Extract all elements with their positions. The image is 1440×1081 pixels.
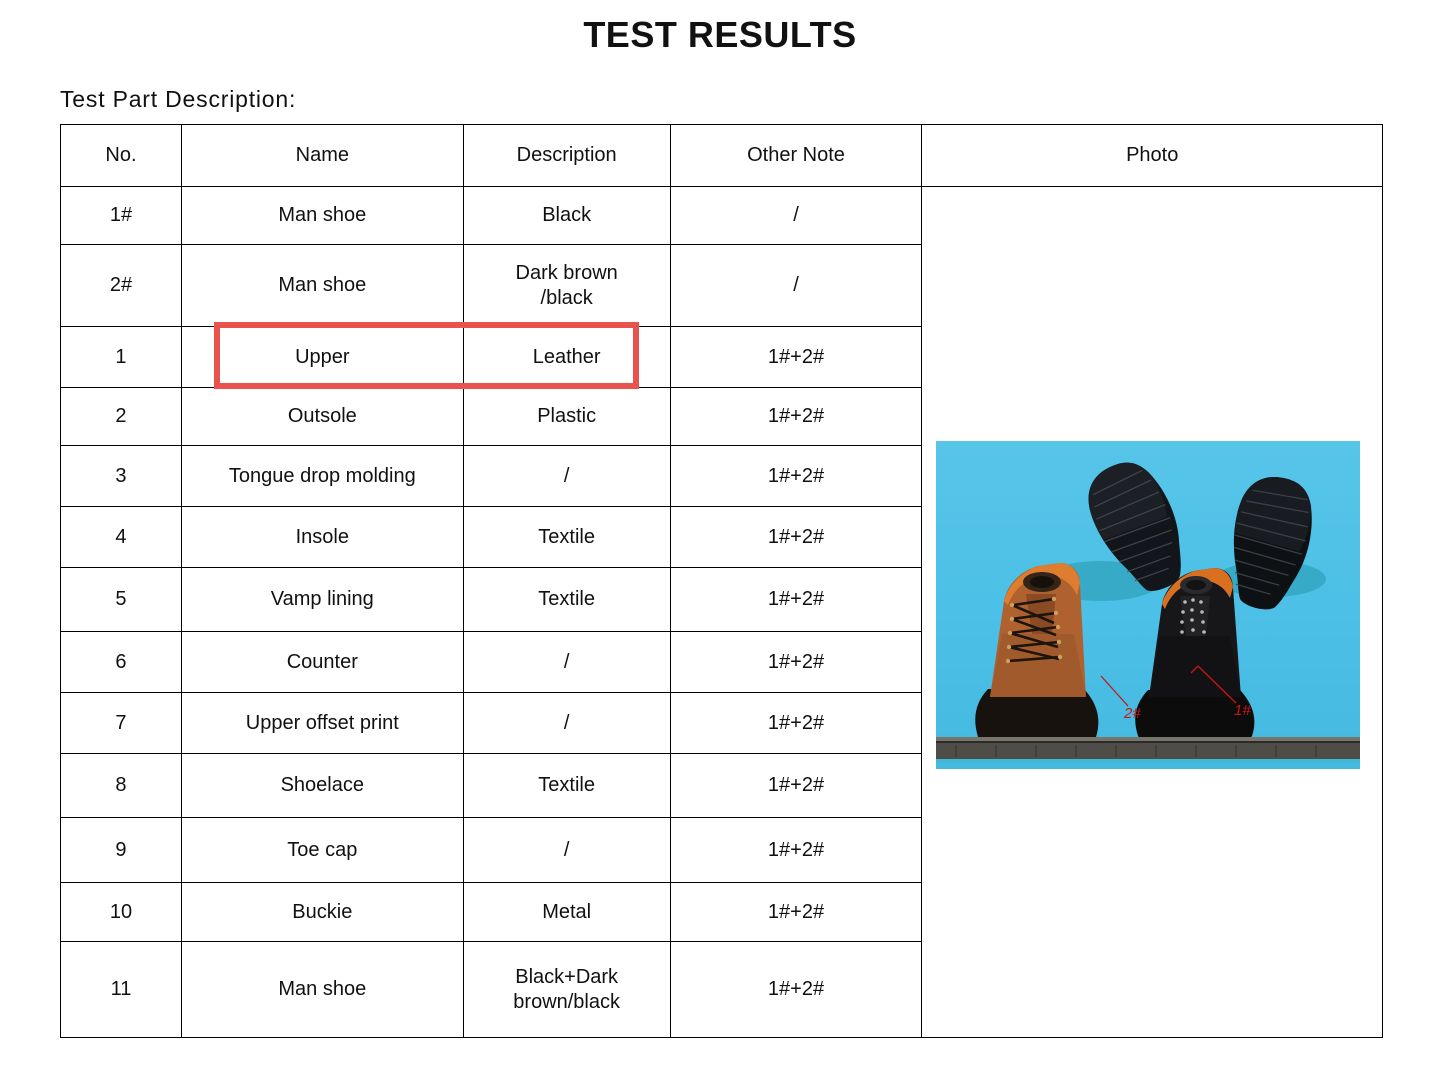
svg-text:1#: 1# — [1234, 702, 1251, 719]
svg-text:2#: 2# — [1123, 705, 1141, 722]
